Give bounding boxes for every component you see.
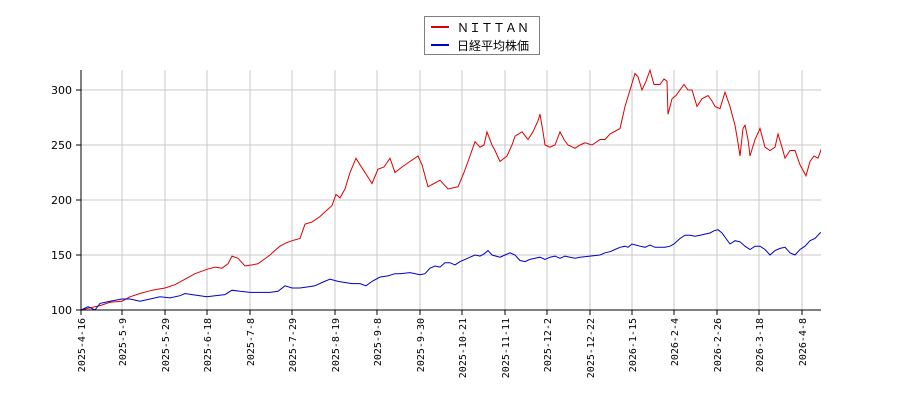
x-tick-label: 2025-8-19: [331, 318, 342, 372]
x-tick-label: 2025-5-9: [118, 318, 129, 366]
y-tick-label: 250: [51, 139, 72, 152]
x-tick-label: 2026-3-18: [755, 318, 766, 372]
chart-axes: [80, 70, 821, 311]
legend-item-nikkei: 日経平均株価: [431, 37, 529, 53]
x-tick-label: 2025-10-21: [458, 318, 469, 378]
x-tick-label: 2025-9-30: [416, 318, 427, 372]
x-tick-label: 2025-6-18: [203, 318, 214, 372]
x-axis-ticks: 2025-4-16 2025-5-9 2025-5-29 2025-6-18 2025-…: [77, 310, 809, 378]
x-tick-label: 2025-7-29: [288, 318, 299, 372]
legend-label-nittan: ＮＩＴＴＡＮ: [457, 20, 530, 35]
x-tick-label: 2026-1-15: [628, 318, 639, 372]
y-axis-ticks: 100 150 200 250 300: [51, 84, 81, 317]
series-nittan-line: [81, 68, 821, 310]
grid-lines: [81, 70, 821, 310]
x-tick-label: 2025-11-11: [501, 318, 512, 378]
legend-red-line-icon: [431, 26, 449, 28]
legend-blue-line-icon: [431, 44, 449, 46]
legend-label-nikkei: 日経平均株価: [457, 38, 530, 53]
legend-item-nittan: ＮＩＴＴＡＮ: [431, 19, 529, 35]
x-tick-label: 2025-12-2: [543, 318, 554, 372]
chart-series: [81, 68, 821, 310]
x-tick-label: 2026-4-8: [798, 318, 809, 366]
x-tick-label: 2026-2-26: [713, 318, 724, 372]
x-tick-label: 2025-12-22: [586, 318, 597, 378]
chart-legend: ＮＩＴＴＡＮ 日経平均株価: [424, 16, 540, 55]
x-tick-label: 2025-9-8: [373, 318, 384, 366]
y-tick-label: 150: [51, 249, 72, 262]
x-tick-label: 2025-7-8: [246, 318, 257, 366]
y-tick-label: 200: [51, 194, 72, 207]
x-tick-label: 2026-2-4: [670, 318, 681, 366]
x-tick-label: 2025-5-29: [161, 318, 172, 372]
y-tick-label: 100: [51, 304, 72, 317]
series-nikkei-line: [81, 229, 821, 310]
y-tick-label: 300: [51, 84, 72, 97]
x-tick-label: 2025-4-16: [77, 318, 88, 372]
